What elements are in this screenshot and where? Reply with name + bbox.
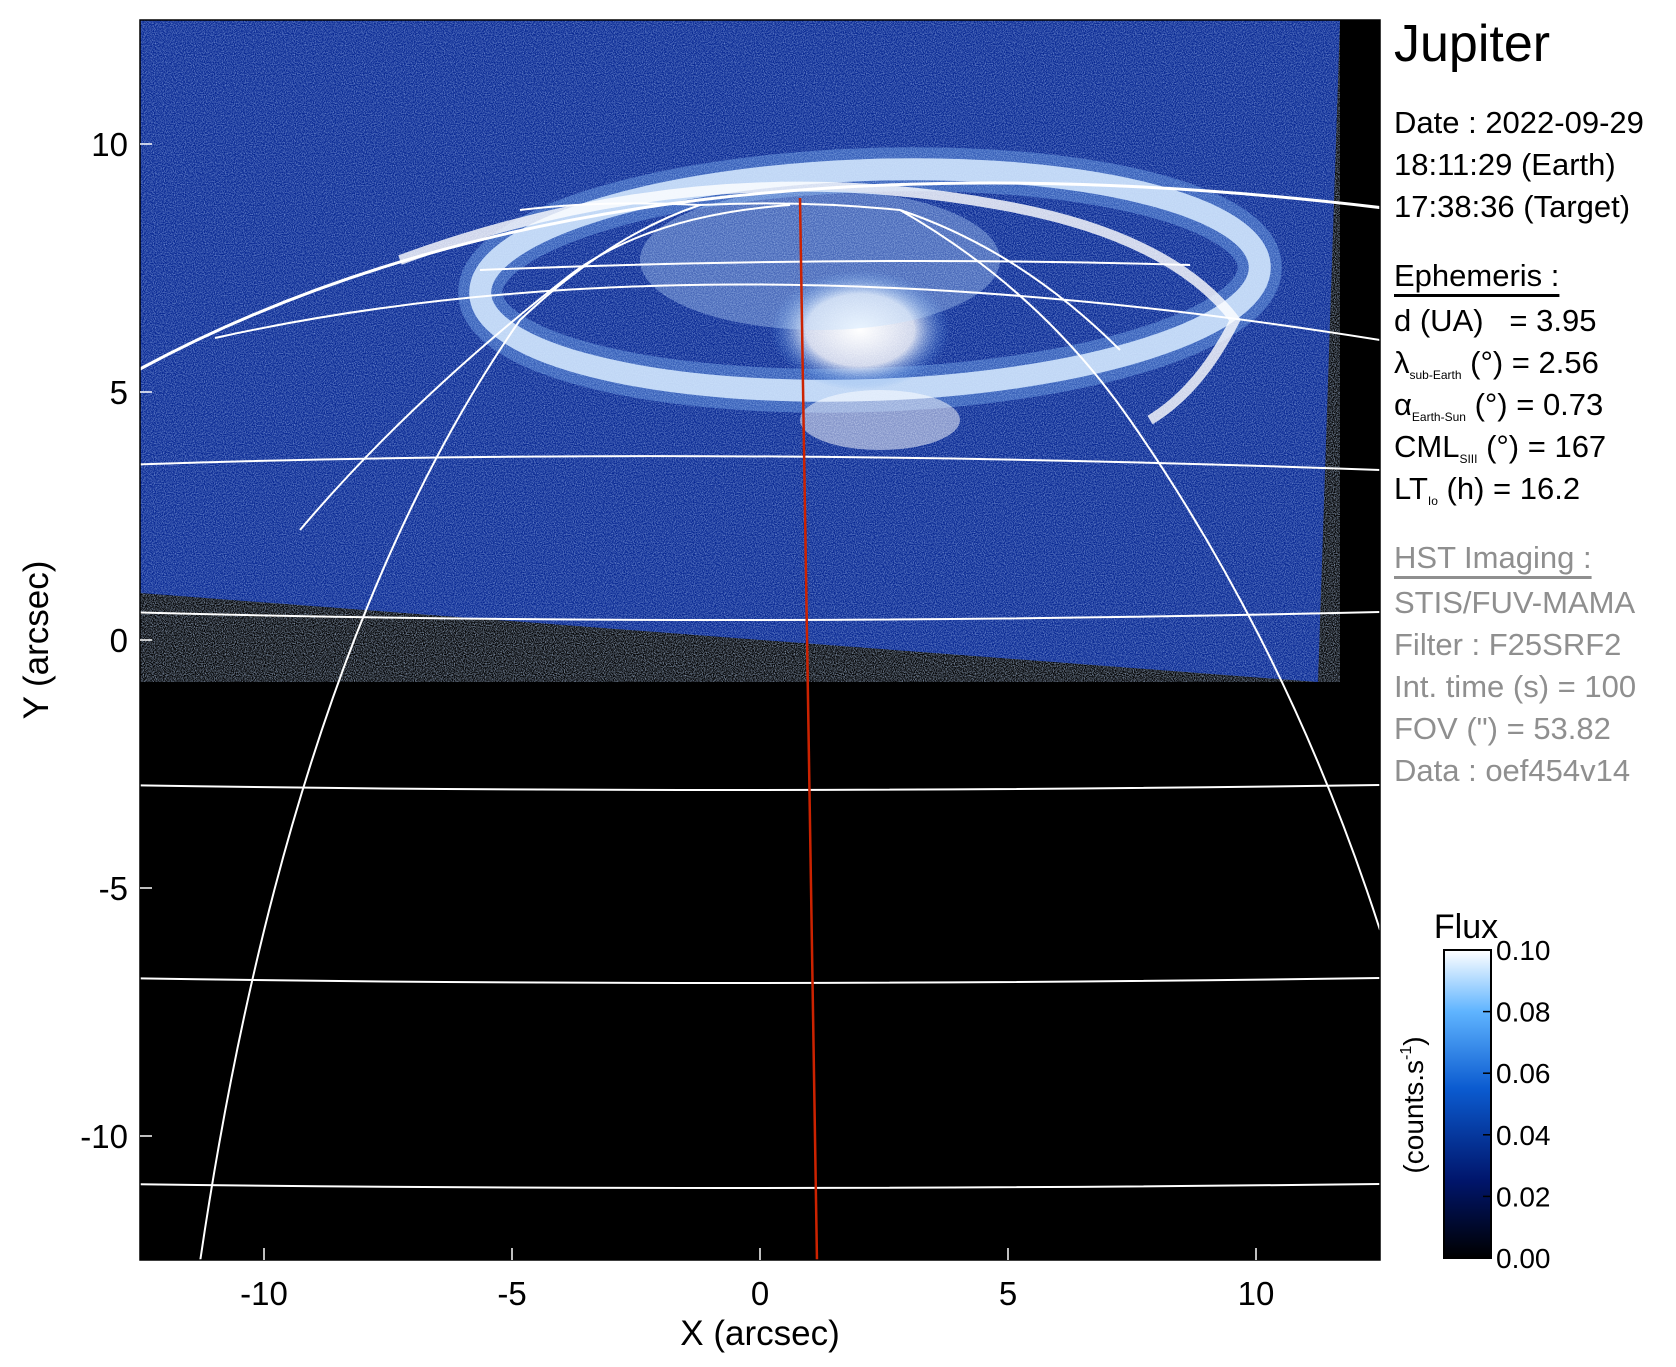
info-local-time-io: LTIo (h) = 16.2 xyxy=(1394,468,1580,522)
y-tick-label: -5 xyxy=(99,870,128,907)
image-area xyxy=(140,20,1380,1260)
x-tick-label: 0 xyxy=(751,1275,769,1312)
longitude-line-1 xyxy=(299,204,791,531)
colorbar-tick-label: 0.02 xyxy=(1496,1181,1551,1212)
info-fov: FOV (") = 53.82 xyxy=(1394,711,1611,746)
colorbar-ticks: 0.10 0.08 0.06 0.04 0.02 0.00 xyxy=(1483,935,1551,1274)
y-tick-label: 0 xyxy=(110,622,128,659)
cml-value: (°) = 167 xyxy=(1477,429,1607,464)
colorbar-tick-label: 0.06 xyxy=(1496,1058,1551,1089)
alpha-value: (°) = 0.73 xyxy=(1465,387,1604,422)
longitude-line-2 xyxy=(899,209,1380,931)
polar-diffuse-emission xyxy=(640,190,1000,330)
colorbar-unit: (counts.s-1) xyxy=(1398,1036,1429,1173)
colorbar-tick-label: 0.04 xyxy=(1496,1120,1551,1151)
lt-value: (h) = 16.2 xyxy=(1437,471,1581,506)
colorbar-tick-label: 0.00 xyxy=(1496,1243,1551,1274)
central-meridian-line xyxy=(798,197,819,1260)
latitude-line-2 xyxy=(140,455,1380,471)
latitude-line-4 xyxy=(140,784,1380,791)
y-axis-label: Y (arcsec) xyxy=(17,561,56,720)
x-tick-label: 5 xyxy=(999,1275,1017,1312)
lambda-symbol: λ xyxy=(1394,345,1410,380)
central-meridian-layer xyxy=(798,197,819,1260)
ephemeris-header: Ephemeris : xyxy=(1394,258,1560,293)
cml-subscript: SIII xyxy=(1459,452,1478,466)
axes: -10 -5 0 5 10 10 5 0 -5 -10 X (arcsec) Y (arcsec) xyxy=(17,19,1381,1353)
info-instrument: STIS/FUV-MAMA xyxy=(1394,585,1636,620)
planet-limb xyxy=(140,181,1380,371)
lt-subscript: Io xyxy=(1427,494,1438,508)
info-distance: d (UA) = 3.95 xyxy=(1394,300,1596,342)
cml-symbol: CML xyxy=(1394,429,1460,464)
info-phase-angle: αEarth-Sun (°) = 0.73 xyxy=(1394,384,1603,438)
colorbar-gradient xyxy=(1443,949,1492,1259)
info-integration-time: Int. time (s) = 100 xyxy=(1394,669,1637,704)
info-filter: Filter : F25SRF2 xyxy=(1394,627,1622,662)
info-date: Date : 2022-09-29 xyxy=(1394,105,1644,140)
info-time-earth: 18:11:29 (Earth) xyxy=(1394,147,1616,182)
info-cml: CMLSIII (°) = 167 xyxy=(1394,426,1606,480)
x-tick-label: 10 xyxy=(1238,1275,1275,1312)
colorbar: Flux 0.10 0.08 0.06 0.04 0.02 0.00 (counts.s-… xyxy=(1398,908,1551,1274)
latitude-line-6 xyxy=(140,1183,1380,1189)
main-auroral-oval xyxy=(469,158,1271,402)
distance-value: = 3.95 xyxy=(1483,303,1597,338)
info-data-id: Data : oef454v14 xyxy=(1394,753,1631,788)
alpha-symbol: α xyxy=(1394,387,1412,422)
x-axis-label: X (arcsec) xyxy=(680,1314,839,1353)
info-time-target: 17:38:36 (Target) xyxy=(1394,189,1631,224)
lt-symbol: LT xyxy=(1394,471,1428,506)
polar-emission-patch xyxy=(800,390,960,450)
chart-title: Jupiter xyxy=(1394,15,1551,73)
longitude-line-3 xyxy=(899,209,1121,351)
latitude-line-1 xyxy=(214,283,1380,341)
lambda-subscript: sub-Earth xyxy=(1409,368,1462,382)
latitude-line-3 xyxy=(140,611,1380,621)
info-sub-earth-latitude: λsub-Earth (°) = 2.56 xyxy=(1394,342,1599,396)
x-tick-label: -10 xyxy=(240,1275,288,1312)
lat-lon-grid xyxy=(140,181,1380,1260)
colorbar-title: Flux xyxy=(1434,908,1498,946)
y-tick-label: -10 xyxy=(80,1118,128,1155)
longitude-line-4 xyxy=(519,202,901,211)
hst-imaging-header: HST Imaging : xyxy=(1394,540,1592,575)
alpha-subscript: Earth-Sun xyxy=(1411,410,1466,424)
auroral-oval-glow xyxy=(458,147,1282,413)
lambda-value: (°) = 2.56 xyxy=(1461,345,1599,380)
polar-bright-spot xyxy=(770,270,950,390)
y-tick-label: 5 xyxy=(110,374,128,411)
y-tick-label: 10 xyxy=(91,126,128,163)
x-tick-label: -5 xyxy=(497,1275,526,1312)
colorbar-tick-label: 0.08 xyxy=(1496,997,1551,1028)
outer-emission-arc xyxy=(398,181,1241,425)
latitude-line-5 xyxy=(140,977,1380,984)
distance-label: d (UA) xyxy=(1394,303,1484,338)
longitude-line-0 xyxy=(199,204,701,1260)
colorbar-tick-label: 0.10 xyxy=(1496,935,1551,966)
aurora-emission xyxy=(398,147,1282,450)
